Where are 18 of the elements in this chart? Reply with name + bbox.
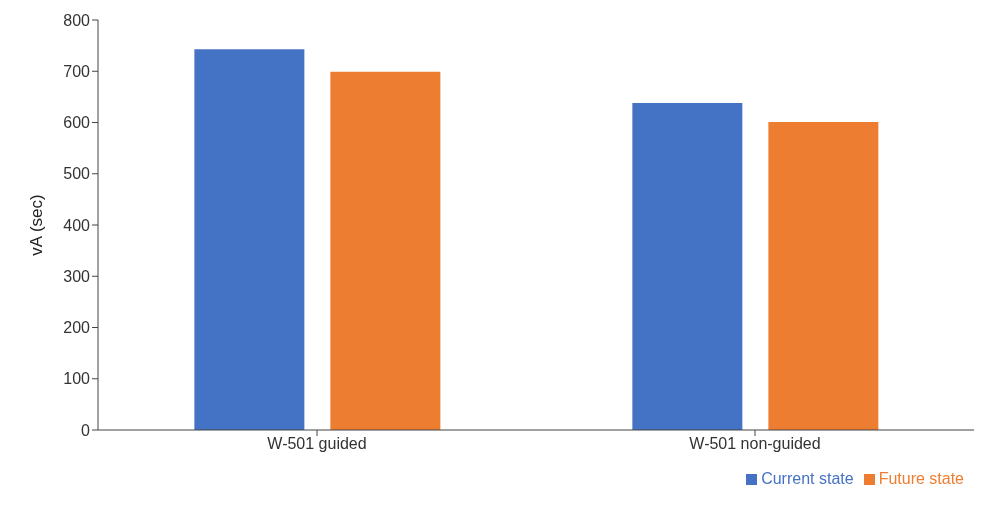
y-axis-title: vA (sec) bbox=[27, 194, 47, 256]
bar bbox=[194, 49, 305, 430]
bar bbox=[768, 121, 879, 430]
x-tick-label: W-501 guided bbox=[267, 435, 367, 453]
y-tick-label: 300 bbox=[63, 267, 91, 285]
legend-label: Current state bbox=[761, 470, 854, 487]
y-tick-label: 400 bbox=[63, 216, 91, 234]
legend-label: Future state bbox=[878, 470, 964, 487]
y-tick-label: 100 bbox=[63, 370, 91, 388]
bar bbox=[330, 71, 441, 430]
y-tick-label: 500 bbox=[63, 165, 91, 183]
y-tick-label: 0 bbox=[81, 421, 91, 439]
y-tick-label: 800 bbox=[63, 11, 91, 29]
y-tick-label: 200 bbox=[63, 319, 91, 337]
x-tick-label: W-501 non-guided bbox=[689, 435, 821, 453]
y-tick-label: 600 bbox=[63, 114, 91, 132]
bar bbox=[632, 103, 743, 430]
y-tick-label: 700 bbox=[63, 62, 91, 80]
